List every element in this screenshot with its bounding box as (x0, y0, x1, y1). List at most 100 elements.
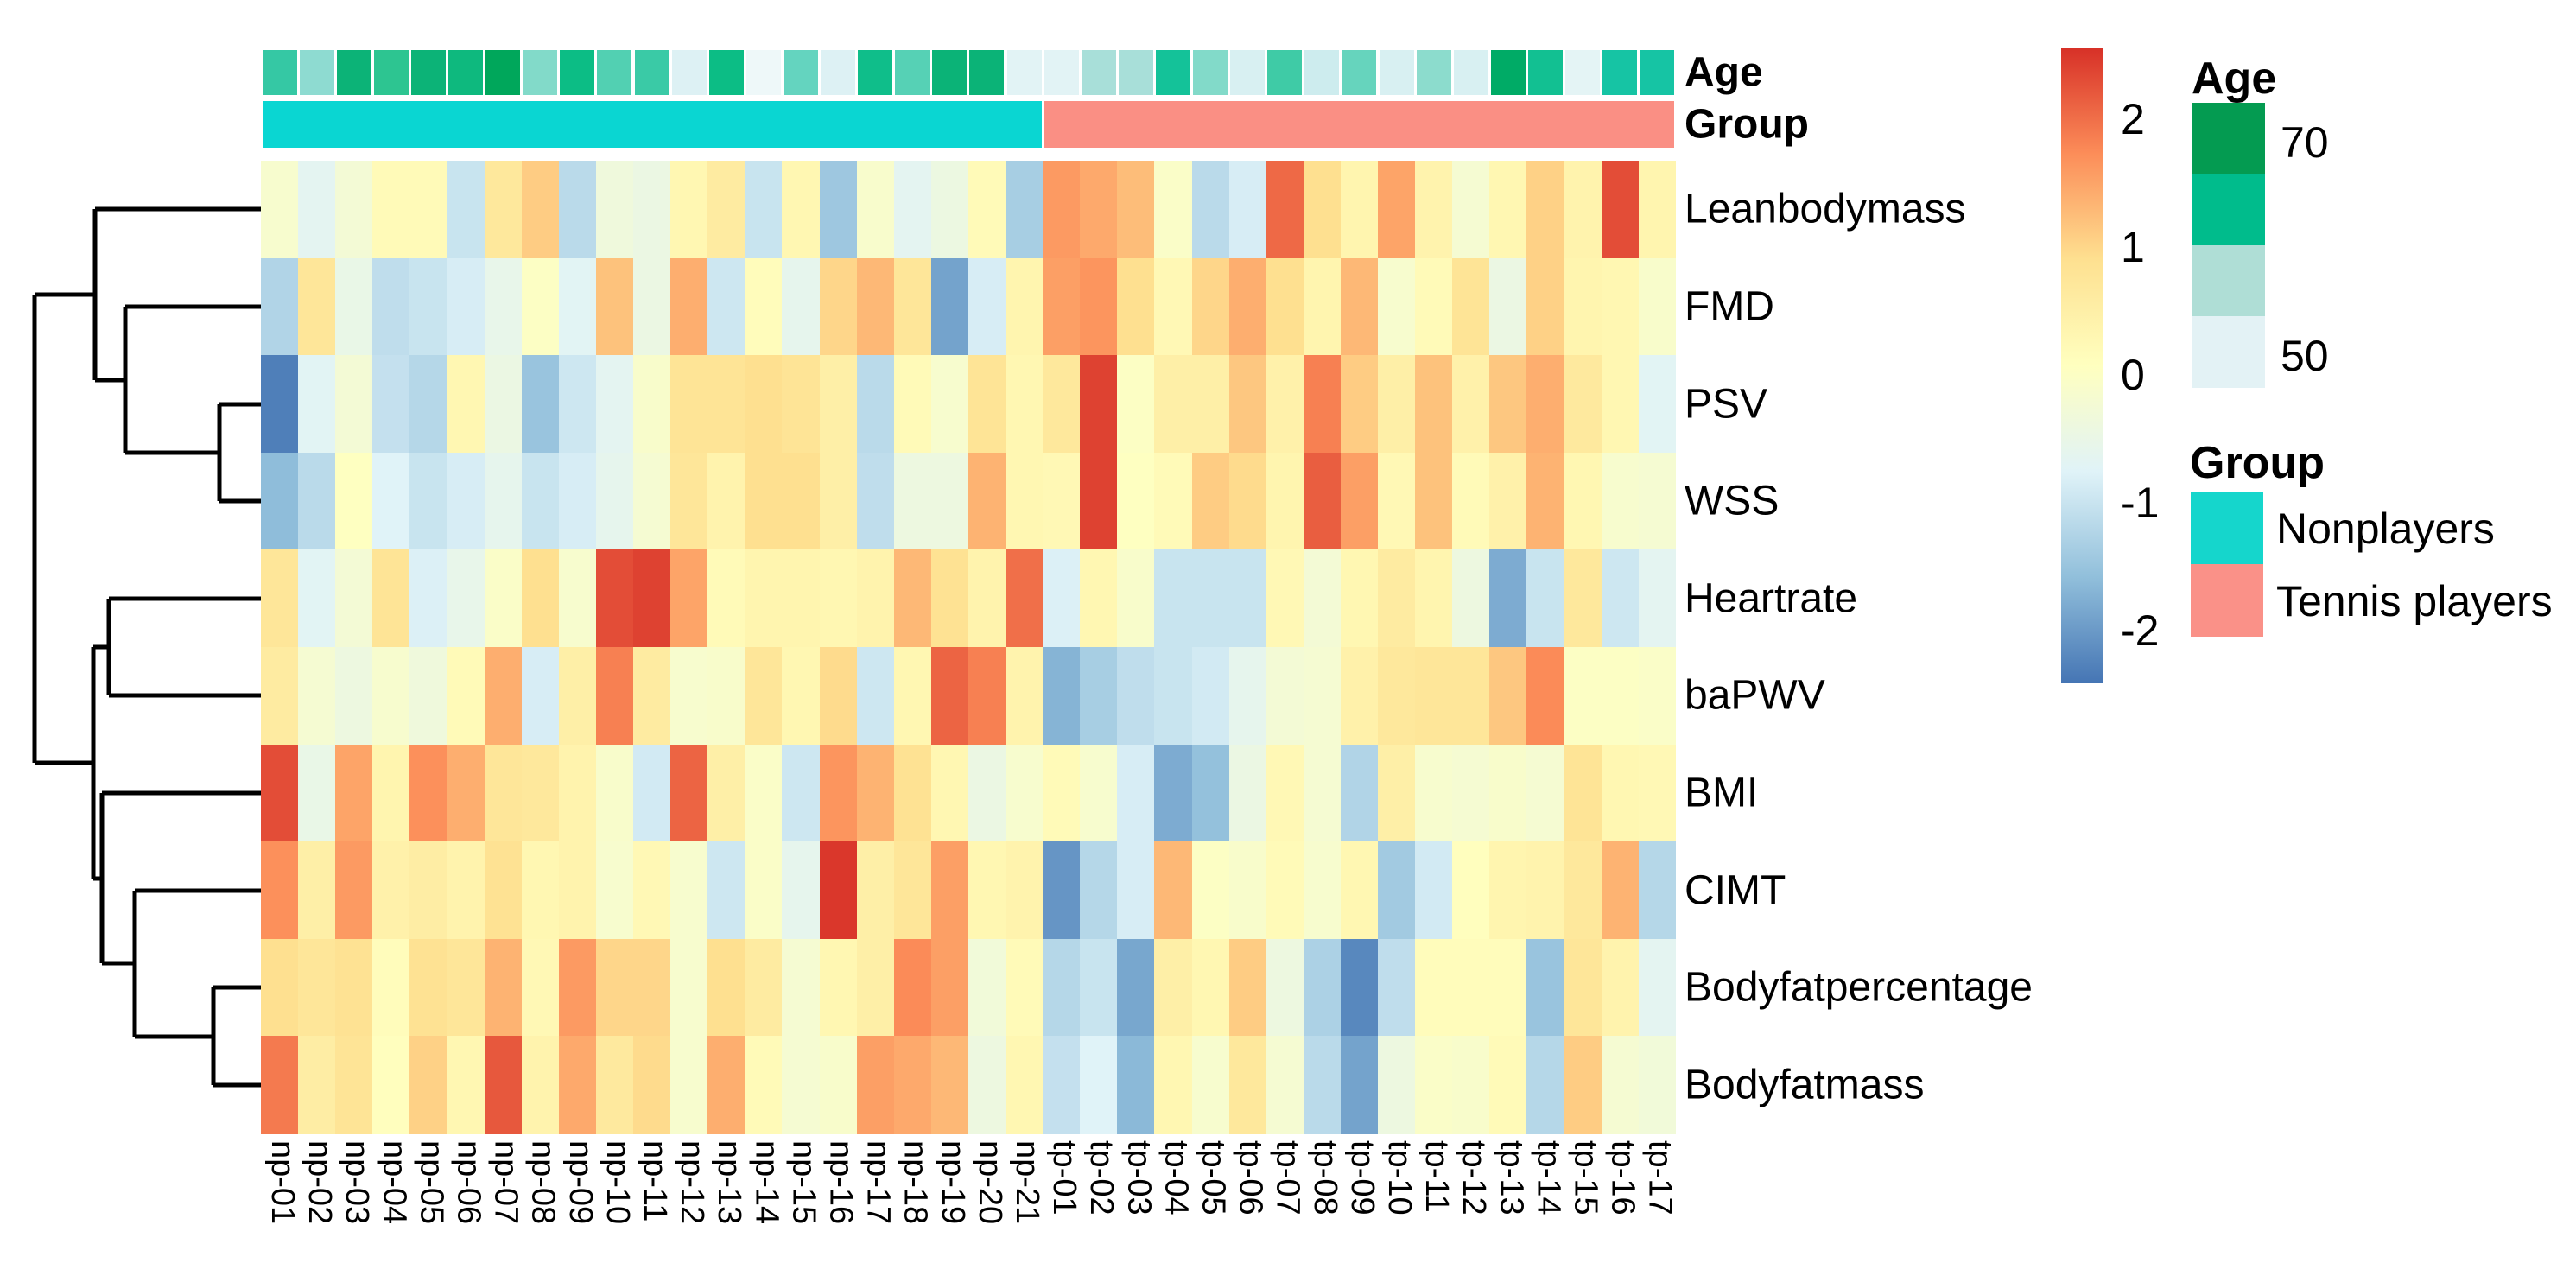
heatmap-cell (1340, 938, 1379, 1037)
heatmap-cell (1452, 647, 1490, 746)
heatmap-cell (1564, 647, 1602, 746)
heatmap-cell (782, 452, 821, 550)
age-annotation-cell (523, 50, 558, 95)
colorbar-gradient (2061, 48, 2103, 683)
age-annotation-cell (1565, 50, 1601, 95)
heatmap-cell (1340, 452, 1379, 550)
heatmap-cell (1080, 938, 1118, 1037)
heatmap-cell (1489, 647, 1527, 746)
heatmap-cell (930, 647, 969, 746)
heatmap-cell (1117, 647, 1155, 746)
heatmap-cell (298, 647, 336, 746)
heatmap-cell (893, 355, 932, 454)
heatmap-cell (893, 161, 932, 259)
column-label: np-01 (264, 1140, 301, 1225)
heatmap-cell (1601, 938, 1640, 1037)
heatmap-cell (968, 161, 1006, 259)
heatmap-cell (968, 647, 1006, 746)
group-legend-swatch-nonplayers (2191, 492, 2263, 564)
group-legend-swatch-tennisplayers (2191, 564, 2263, 637)
heatmap-cell (819, 1036, 858, 1134)
heatmap-cell (1452, 161, 1490, 259)
row-label: baPWV (1685, 672, 1825, 719)
heatmap-cell (1266, 257, 1304, 356)
group-annotation-block (262, 101, 1042, 148)
heatmap-cell (484, 257, 523, 356)
heatmap-cell (595, 1036, 634, 1134)
column-label: np-10 (599, 1140, 636, 1225)
heatmap-cell (595, 647, 634, 746)
heatmap-cell (1117, 744, 1155, 842)
row-label: Bodyfatmass (1685, 1062, 1925, 1108)
heatmap-cell (1228, 841, 1267, 940)
heatmap-cell (521, 938, 560, 1037)
heatmap-cell (745, 161, 783, 259)
heatmap-cell (968, 744, 1006, 842)
group-legend-label-tennisplayers: Tennis players (2276, 577, 2553, 625)
column-label: np-16 (822, 1140, 860, 1225)
heatmap-cell (633, 647, 671, 746)
heatmap-cell (1191, 841, 1230, 940)
column-label: tp-12 (1456, 1140, 1493, 1215)
heatmap-cell (1080, 549, 1118, 648)
heatmap-cell (1526, 744, 1565, 842)
heatmap-cell (707, 355, 746, 454)
heatmap-cell (1080, 355, 1118, 454)
heatmap-cell (893, 452, 932, 550)
colorbar-tick-label: 2 (2121, 94, 2145, 143)
colorbar-tick-label: -2 (2121, 606, 2160, 656)
heatmap-cell (1266, 647, 1304, 746)
heatmap-cell (372, 549, 410, 648)
age-annotation-cell (560, 50, 595, 95)
heatmap-cell (1340, 549, 1379, 648)
heatmap-cell (521, 161, 560, 259)
heatmap-cell (298, 161, 336, 259)
heatmap-cell (409, 938, 448, 1037)
heatmap-cell (558, 257, 597, 356)
heatmap-cell (819, 257, 858, 356)
heatmap-cell (447, 355, 485, 454)
heatmap-cell (595, 841, 634, 940)
age-annotation-cell (821, 50, 856, 95)
heatmap-cell (1154, 938, 1193, 1037)
heatmap-cell (707, 744, 746, 842)
heatmap-cell (1340, 647, 1379, 746)
heatmap-cell (1452, 549, 1490, 648)
heatmap-cell (1080, 1036, 1118, 1134)
heatmap-cell (1526, 161, 1565, 259)
age-annotation-cell (1342, 50, 1377, 95)
heatmap-cell (633, 549, 671, 648)
heatmap-cell (1228, 938, 1267, 1037)
row-label: CIMT (1685, 867, 1786, 913)
column-label: np-15 (785, 1140, 822, 1225)
heatmap-cell (447, 1036, 485, 1134)
heatmap-cell (670, 1036, 708, 1134)
age-annotation-cell (1267, 50, 1303, 95)
heatmap-cell (893, 938, 932, 1037)
heatmap-cell (1228, 549, 1267, 648)
column-label: np-05 (413, 1140, 450, 1225)
column-label: tp-16 (1604, 1140, 1641, 1215)
age-annotation-cell (1230, 50, 1266, 95)
column-label: tp-10 (1381, 1140, 1418, 1215)
heatmap-cell (298, 355, 336, 454)
heatmap-cell (1601, 647, 1640, 746)
age-legend-max-label: 70 (2281, 118, 2329, 167)
age-annotation-cell (895, 50, 930, 95)
heatmap-cell (521, 257, 560, 356)
heatmap-cell (968, 841, 1006, 940)
heatmap-cell (1638, 549, 1677, 648)
heatmap-cell (1340, 1036, 1379, 1134)
heatmap-cell (372, 1036, 410, 1134)
heatmap-cell (1117, 549, 1155, 648)
heatmap-cell (1117, 257, 1155, 356)
heatmap-cell (261, 161, 299, 259)
heatmap-cell (856, 744, 895, 842)
colorbar-tick-label: -1 (2121, 479, 2160, 528)
heatmap-cell (1266, 161, 1304, 259)
heatmap-cell (782, 841, 821, 940)
heatmap-cell (335, 938, 373, 1037)
age-annotation-cell (746, 50, 781, 95)
age-annotation-cell (1081, 50, 1116, 95)
